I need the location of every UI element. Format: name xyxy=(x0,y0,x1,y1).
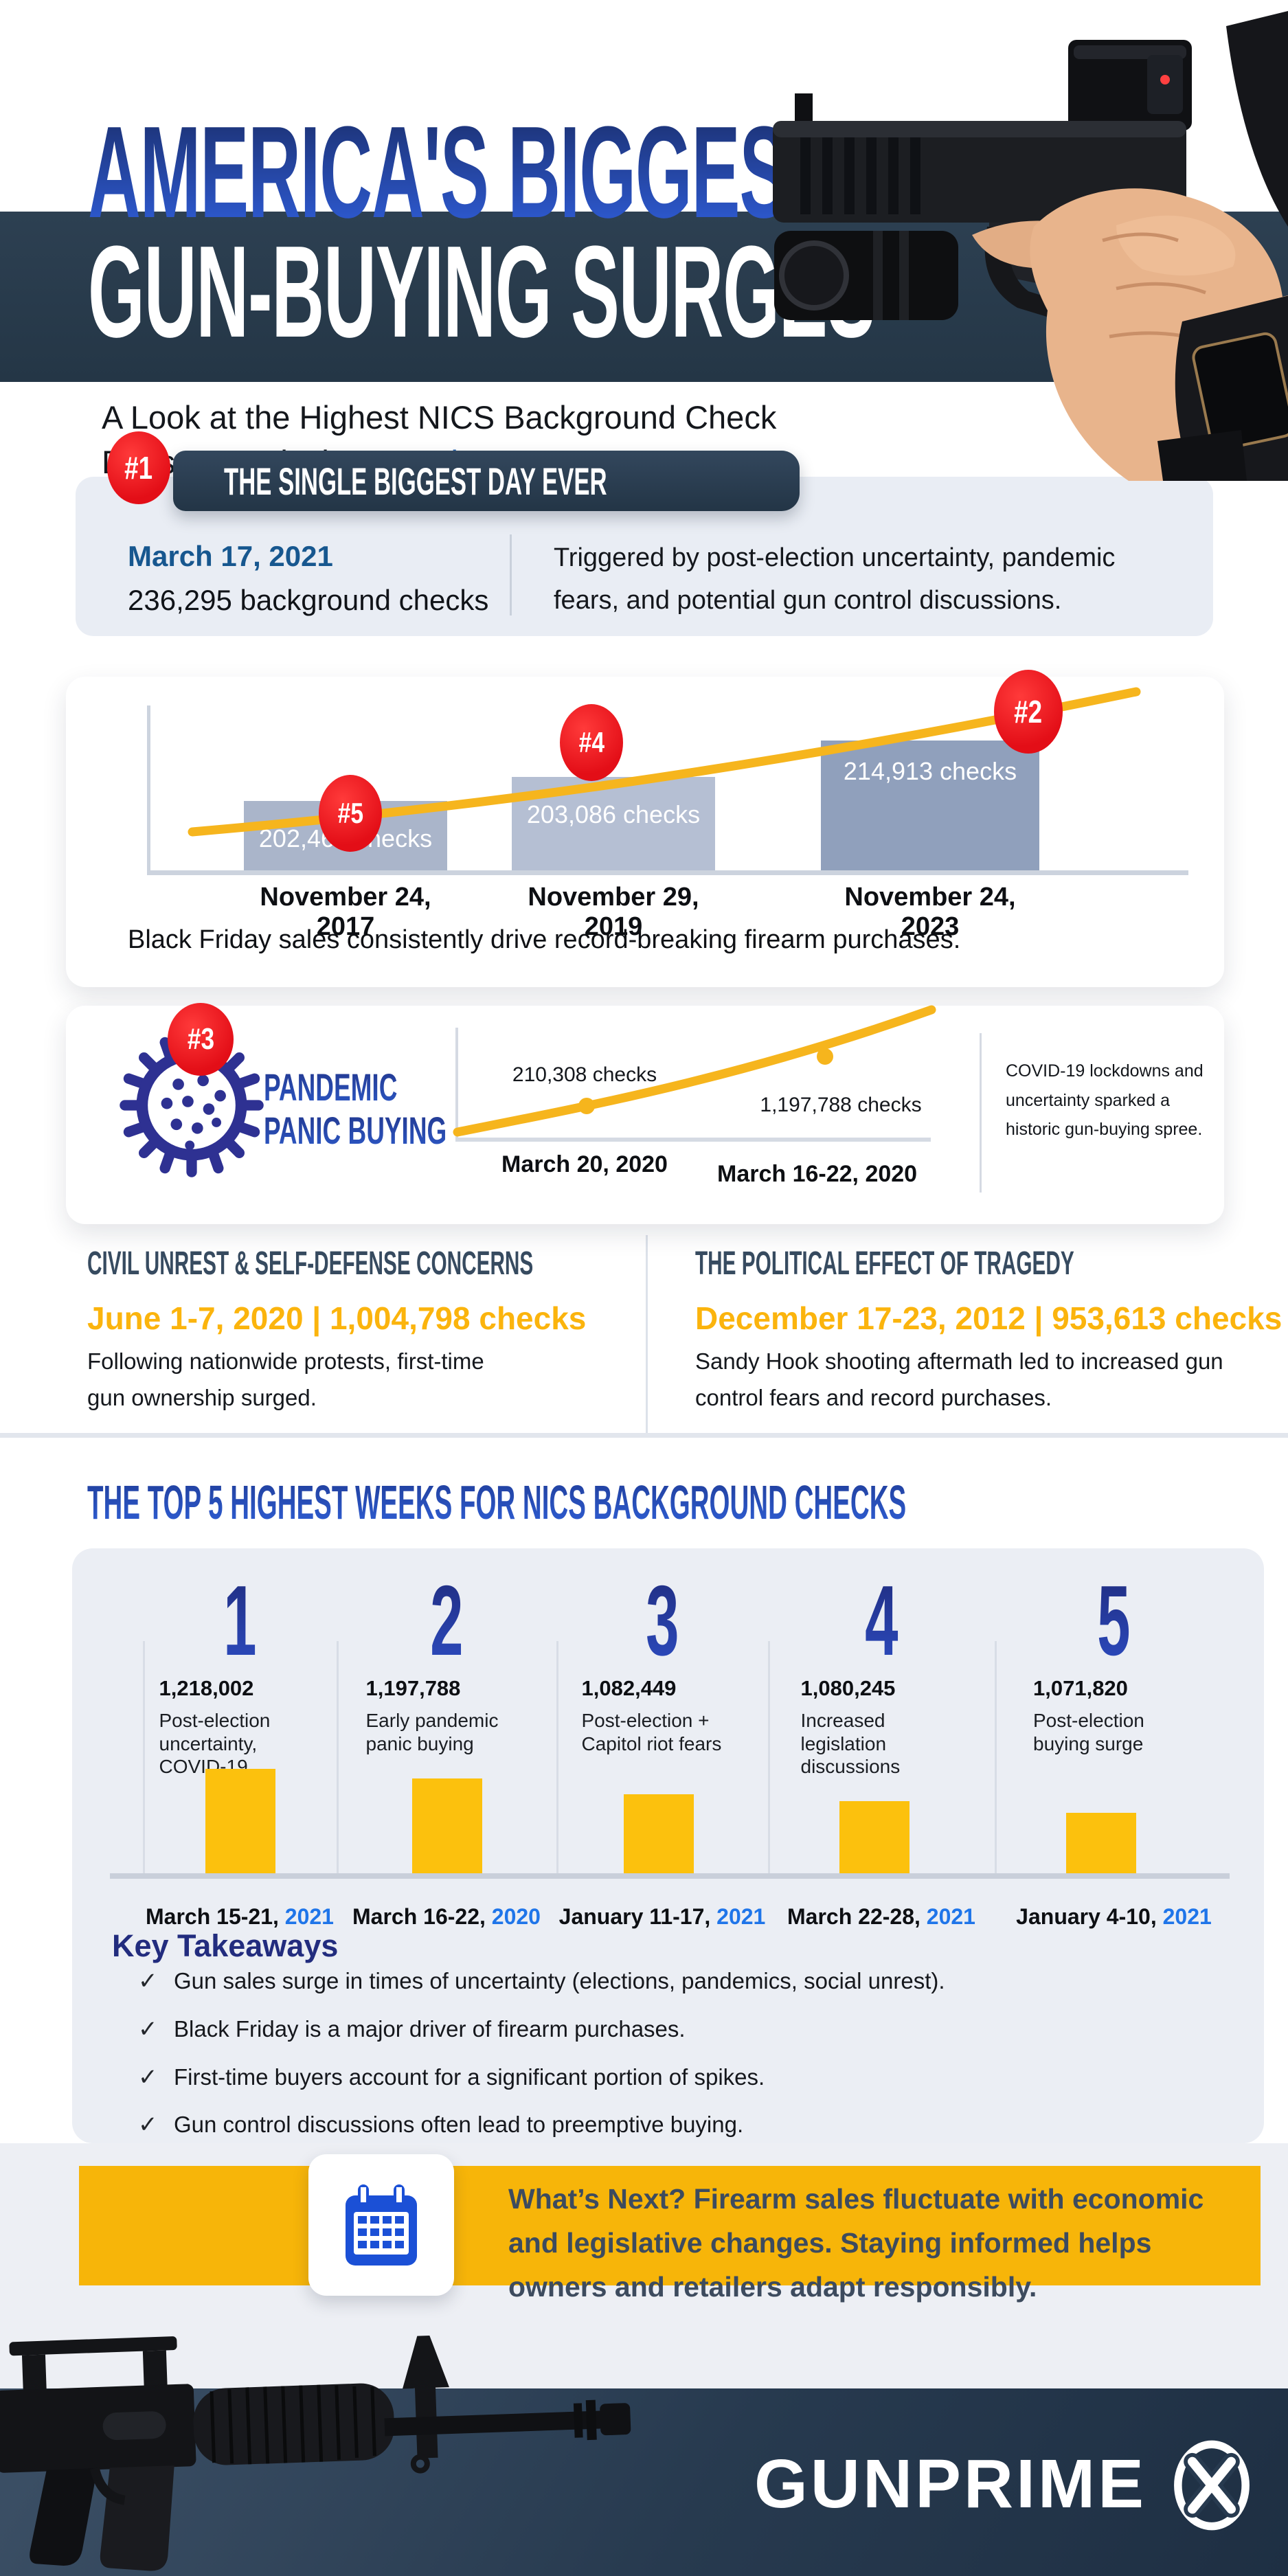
key-takeaways-heading: Key Takeaways xyxy=(112,1928,339,1963)
top5-rank: 5 xyxy=(1097,1565,1131,1676)
civil-unrest-heading: CIVIL UNREST & SELF-DEFENSE CONCERNS xyxy=(87,1245,534,1282)
top5-card: 1 1,218,002 Post-election uncertainty, C… xyxy=(72,1548,1264,2143)
single-day-stat: 236,295 background checks xyxy=(128,584,489,616)
crosshair-logo-icon xyxy=(1174,2440,1250,2531)
top5-column-2: 2 1,197,788 Early pandemic panic buying … xyxy=(337,1548,556,1974)
check-icon: ✓ xyxy=(138,2112,158,2138)
pandemic-divider xyxy=(980,1033,982,1193)
top5-bar-2 xyxy=(412,1778,482,1873)
pandemic-y-axis xyxy=(455,1028,458,1139)
section-rule xyxy=(0,1433,1288,1438)
top5-date: March 22-28, 2021 xyxy=(787,1904,975,1929)
check-icon: ✓ xyxy=(138,1968,158,1994)
bf-bar-2023: 214,913 checks xyxy=(821,741,1039,870)
takeaway-item: ✓ Gun sales surge in times of uncertainty… xyxy=(138,1968,945,1994)
top5-desc: Post-election buying surge xyxy=(1033,1710,1144,1754)
pandemic-point2-label: 1,197,788 checks xyxy=(760,1094,922,1116)
takeaway-item: ✓ Gun control discussions often lead to p… xyxy=(138,2112,744,2138)
top5-desc: Post-election + Capitol riot fears xyxy=(581,1710,722,1754)
top5-date: January 11-17, 2021 xyxy=(558,1904,766,1929)
pandemic-point1-label: 210,308 checks xyxy=(512,1063,657,1086)
pandemic-x-axis xyxy=(455,1138,931,1142)
top5-desc: Increased legislation discussions xyxy=(800,1710,901,1778)
top5-column-3: 3 1,082,449 Post-election + Capitol riot… xyxy=(556,1548,768,1974)
rank-badge-4: #4 xyxy=(560,704,623,781)
columns-divider xyxy=(646,1235,648,1436)
top5-rank: 4 xyxy=(864,1565,899,1676)
rank-badge-5: #5 xyxy=(319,775,382,852)
top5-column-1: 1 1,218,002 Post-election uncertainty, C… xyxy=(143,1548,337,1974)
bf-y-axis xyxy=(147,705,150,874)
bf-date-2017: November 24, 2017 xyxy=(260,883,431,941)
calendar-icon xyxy=(346,2184,417,2266)
key-takeaways-list: ✓ Gun sales surge in times of uncertainty… xyxy=(138,1967,945,2159)
top5-desc: Early pandemic panic buying xyxy=(365,1710,499,1754)
pandemic-line xyxy=(453,1005,936,1137)
top5-value: 1,197,788 xyxy=(365,1676,461,1700)
whats-next-text: What’s Next? Firearm sales fluctuate wit… xyxy=(508,2183,1204,2303)
top5-rank: 1 xyxy=(223,1565,257,1676)
check-icon: ✓ xyxy=(138,2064,158,2090)
single-day-banner: THE SINGLE BIGGEST DAY EVER xyxy=(173,451,800,511)
top5-value: 1,071,820 xyxy=(1033,1676,1128,1700)
top5-date: March 15-21, 2021 xyxy=(146,1904,334,1929)
top5-value: 1,082,449 xyxy=(581,1676,677,1700)
top5-separator xyxy=(556,1641,558,1873)
pandemic-card: #3 PANDEMIC PANIC BUYING 210,308 checks xyxy=(66,1003,1224,1224)
takeaway-item: ✓ First-time buyers account for a signifi… xyxy=(138,2064,765,2090)
check-icon: ✓ xyxy=(138,2015,158,2042)
tragedy-body: Sandy Hook shooting aftermath led to inc… xyxy=(695,1348,1223,1410)
bf-date-2023: November 24, 2023 xyxy=(844,883,1016,941)
top5-bar-3 xyxy=(624,1794,694,1873)
top5-date: March 16-22, 2020 xyxy=(352,1904,541,1929)
top5-bar-1 xyxy=(205,1769,275,1873)
top5-value: 1,080,245 xyxy=(800,1676,896,1700)
rank-badge-2: #2 xyxy=(994,670,1063,754)
top5-separator xyxy=(337,1641,339,1873)
civil-unrest-body: Following nationwide protests, first-tim… xyxy=(87,1348,484,1410)
pandemic-point1-date: March 20, 2020 xyxy=(501,1151,668,1177)
top5-separator xyxy=(995,1641,997,1873)
tragedy-heading: THE POLITICAL EFFECT OF TRAGEDY xyxy=(695,1245,1074,1282)
top5-date: January 4-10, 2021 xyxy=(1016,1904,1212,1929)
top5-bar-4 xyxy=(839,1801,909,1873)
subtitle-line1: A Look at the Highest NICS Background Ch… xyxy=(102,399,777,436)
top5-bar-5 xyxy=(1066,1813,1136,1873)
single-day-date: March 17, 2021 xyxy=(128,540,333,572)
page-title-line1: AMERICA'S BIGGEST xyxy=(88,100,832,245)
top5-axis xyxy=(110,1873,1230,1879)
top5-separator xyxy=(143,1641,145,1873)
top5-column-5: 5 1,071,820 Post-election buying surge J… xyxy=(995,1548,1233,1974)
pandemic-description: COVID-19 lockdowns and uncertainty spark… xyxy=(1006,1061,1204,1139)
whats-next-banner xyxy=(79,2166,1261,2285)
gunprime-logo-text: GUNPRIME xyxy=(754,2445,1146,2522)
calendar-card xyxy=(308,2154,454,2296)
top5-column-4: 4 1,080,245 Increased legislation discus… xyxy=(768,1548,995,1974)
civil-unrest-stat: June 1-7, 2020 | 1,004,798 checks xyxy=(87,1300,587,1336)
page-title-line2: GUN-BUYING SURGES xyxy=(88,219,876,365)
rank-badge-1: #1 xyxy=(107,431,170,504)
bf-caption: Black Friday sales consistently drive re… xyxy=(128,925,961,954)
single-day-description: Triggered by post-election uncertainty, … xyxy=(554,543,1116,615)
top5-separator xyxy=(768,1641,770,1873)
top5-value: 1,218,002 xyxy=(159,1676,254,1700)
bf-x-axis xyxy=(147,870,1188,875)
black-friday-card: 202,465 checks 203,086 checks 214,913 ch… xyxy=(66,670,1224,987)
tragedy-stat: December 17-23, 2012 | 953,613 checks xyxy=(695,1300,1283,1336)
bf-trend-line xyxy=(188,687,1141,837)
rank-badge-3: #3 xyxy=(168,1003,234,1076)
top5-rank: 2 xyxy=(429,1565,464,1676)
top5-desc: Post-election uncertainty, COVID-19 xyxy=(159,1710,271,1778)
pandemic-title: PANDEMIC PANIC BUYING xyxy=(264,1065,447,1152)
takeaway-item: ✓ Black Friday is a major driver of firea… xyxy=(138,2015,686,2042)
rifle-photo xyxy=(0,2336,631,2571)
bf-date-2019: November 29, 2019 xyxy=(528,883,699,941)
single-day-divider xyxy=(510,534,512,615)
pandemic-point2-date: March 16-22, 2020 xyxy=(717,1161,918,1187)
top5-heading: THE TOP 5 HIGHEST WEEKS FOR NICS BACKGRO… xyxy=(87,1476,907,1529)
pistol-photo xyxy=(773,11,1288,481)
top5-rank: 3 xyxy=(645,1565,679,1676)
